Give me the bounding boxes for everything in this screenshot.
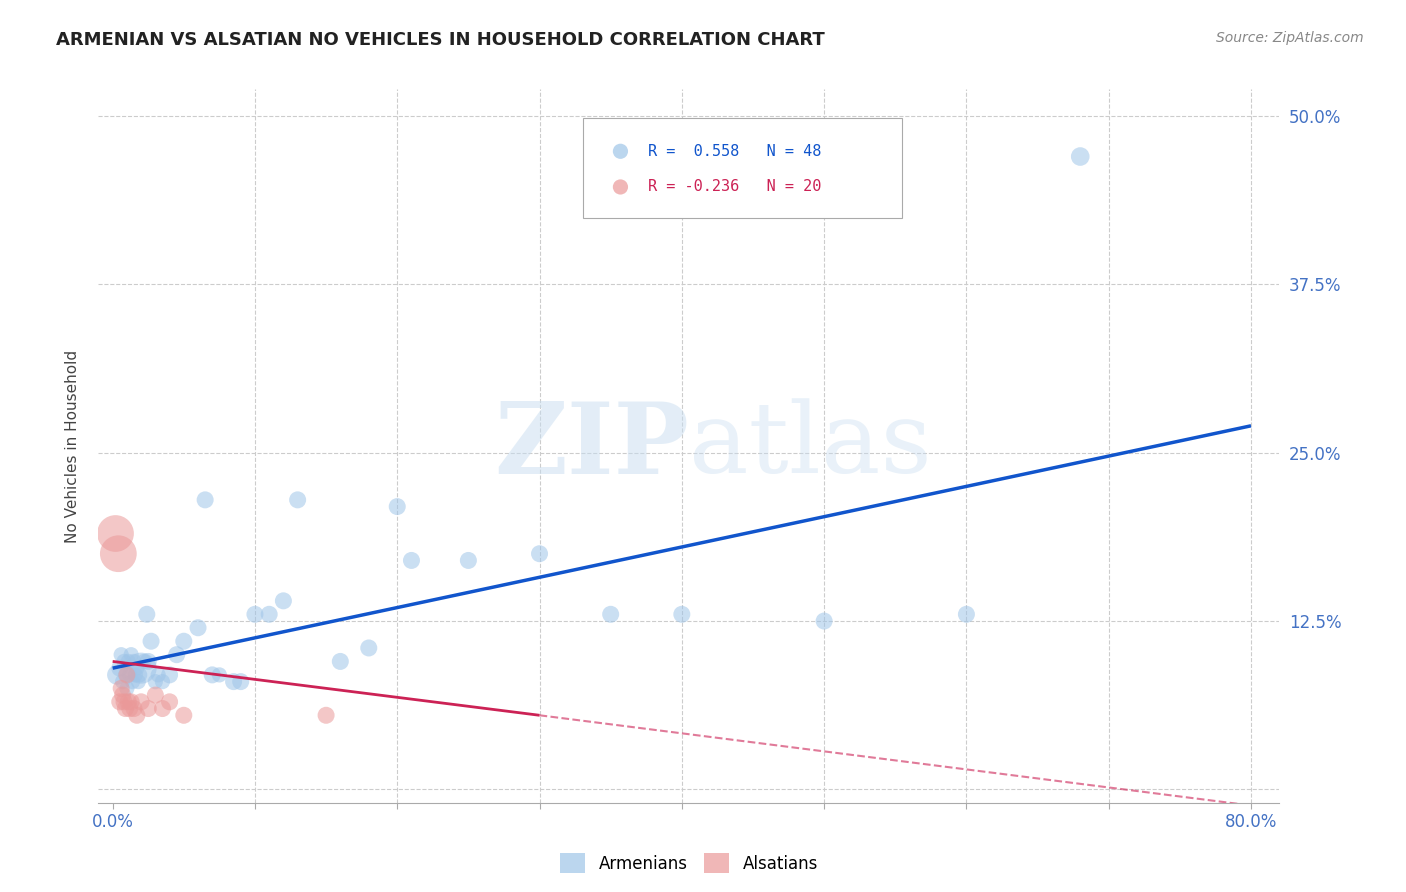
Point xyxy=(457,553,479,567)
Point xyxy=(152,674,174,689)
Point xyxy=(401,553,423,567)
Point xyxy=(357,640,380,655)
Legend: Armenians, Alsatians: Armenians, Alsatians xyxy=(554,847,824,880)
Point xyxy=(111,688,134,702)
Point xyxy=(115,681,138,696)
Point xyxy=(112,655,135,669)
Point xyxy=(108,661,131,675)
Point xyxy=(208,668,231,682)
Point xyxy=(222,674,245,689)
Point xyxy=(118,701,141,715)
Point xyxy=(117,655,139,669)
Point xyxy=(257,607,280,622)
Text: R =  0.558   N = 48: R = 0.558 N = 48 xyxy=(648,144,821,159)
Point xyxy=(128,668,150,682)
Point xyxy=(120,648,142,662)
Point xyxy=(112,695,135,709)
Point xyxy=(671,607,693,622)
Point xyxy=(108,695,131,709)
Point xyxy=(125,708,148,723)
Point xyxy=(159,695,181,709)
Point xyxy=(139,634,162,648)
Point xyxy=(1069,149,1091,163)
Point xyxy=(201,668,224,682)
Point xyxy=(136,655,159,669)
Point xyxy=(136,701,159,715)
Text: ZIP: ZIP xyxy=(494,398,689,494)
Point xyxy=(132,655,155,669)
Text: Source: ZipAtlas.com: Source: ZipAtlas.com xyxy=(1216,31,1364,45)
Point xyxy=(529,547,551,561)
Point xyxy=(143,688,166,702)
Point xyxy=(115,668,138,682)
Point xyxy=(315,708,337,723)
Point xyxy=(129,661,152,675)
Y-axis label: No Vehicles in Household: No Vehicles in Household xyxy=(65,350,80,542)
Text: ARMENIAN VS ALSATIAN NO VEHICLES IN HOUSEHOLD CORRELATION CHART: ARMENIAN VS ALSATIAN NO VEHICLES IN HOUS… xyxy=(56,31,825,49)
Point xyxy=(135,607,157,622)
Point xyxy=(187,621,209,635)
Point xyxy=(955,607,977,622)
Point xyxy=(329,655,352,669)
Point xyxy=(129,695,152,709)
Point xyxy=(114,668,136,682)
FancyBboxPatch shape xyxy=(582,118,901,218)
Point xyxy=(118,668,141,682)
Point xyxy=(159,668,181,682)
Point xyxy=(110,681,132,696)
Point xyxy=(105,668,128,682)
Point xyxy=(273,594,295,608)
Point xyxy=(143,674,166,689)
Point xyxy=(229,674,252,689)
Point xyxy=(104,526,127,541)
Point xyxy=(387,500,409,514)
Point xyxy=(120,695,142,709)
Text: R = -0.236   N = 20: R = -0.236 N = 20 xyxy=(648,179,821,194)
Point xyxy=(148,668,170,682)
Point xyxy=(117,695,139,709)
Point xyxy=(194,492,217,507)
Point xyxy=(107,547,129,561)
Point xyxy=(114,701,136,715)
Point xyxy=(173,708,195,723)
Point xyxy=(173,634,195,648)
Point xyxy=(122,701,145,715)
Point xyxy=(121,674,143,689)
Point xyxy=(122,655,145,669)
Point xyxy=(287,492,309,507)
Point xyxy=(110,648,132,662)
Point xyxy=(152,701,174,715)
Text: atlas: atlas xyxy=(689,398,932,494)
Point xyxy=(125,661,148,675)
Point xyxy=(124,668,146,682)
Point xyxy=(127,674,149,689)
Point xyxy=(243,607,266,622)
Point xyxy=(111,674,134,689)
Point xyxy=(166,648,188,662)
Point xyxy=(813,614,835,628)
Point xyxy=(599,607,621,622)
